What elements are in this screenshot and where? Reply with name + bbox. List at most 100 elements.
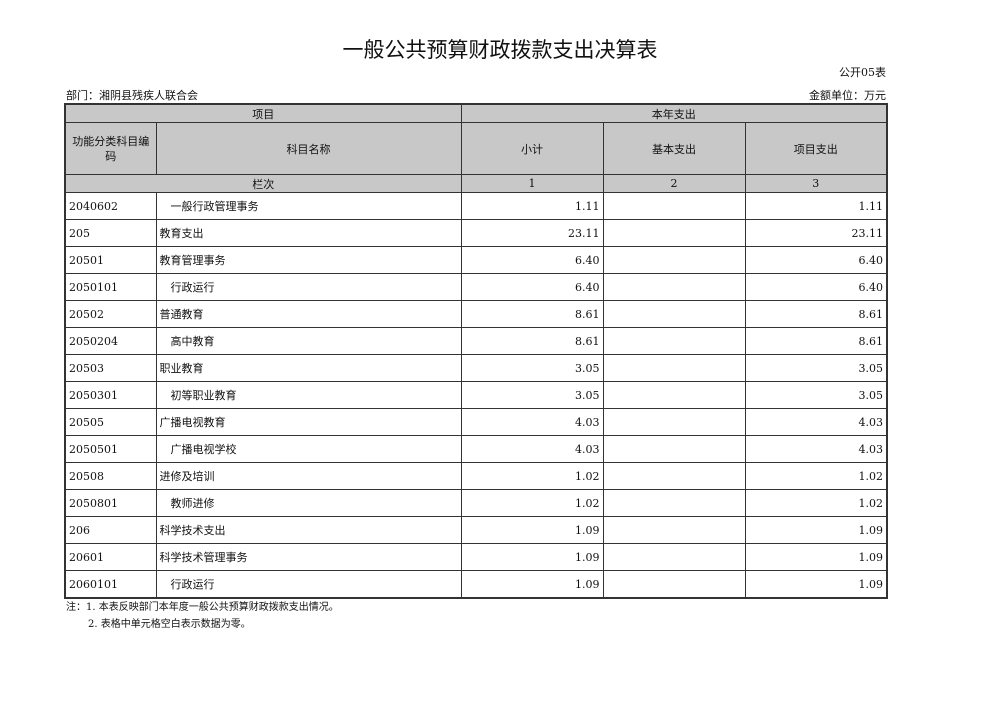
cell-name: 行政运行 <box>155 273 462 301</box>
cell-project: 23.11 <box>744 219 888 247</box>
cell-project: 3.05 <box>744 381 888 409</box>
table-row: 2050301 初等职业教育 3.05 3.05 <box>64 381 888 409</box>
cell-code: 2050501 <box>64 435 157 463</box>
col-index-2: 2 <box>602 174 746 193</box>
cell-basic <box>602 219 746 247</box>
table-row: 2050801 教师进修 1.02 1.02 <box>64 489 888 517</box>
cell-subtotal: 1.09 <box>460 516 604 544</box>
header-column-index: 栏次 <box>64 174 462 193</box>
cell-code: 2050301 <box>64 381 157 409</box>
cell-basic <box>602 543 746 571</box>
cell-name: 一般行政管理事务 <box>155 192 462 220</box>
cell-code: 20508 <box>64 462 157 490</box>
cell-project: 1.09 <box>744 516 888 544</box>
cell-project: 8.61 <box>744 300 888 328</box>
table-row: 20508 进修及培训 1.02 1.02 <box>64 462 888 490</box>
header-current-year: 本年支出 <box>460 103 888 123</box>
cell-project: 4.03 <box>744 435 888 463</box>
cell-basic <box>602 408 746 436</box>
notes: 注：1. 本表反映部门本年度一般公共预算财政拨款支出情况。 2. 表格中单元格空… <box>66 599 339 633</box>
cell-project: 1.11 <box>744 192 888 220</box>
department-label: 部门：湘阴县残疾人联合会 <box>66 89 198 102</box>
table-row: 2050204 高中教育 8.61 8.61 <box>64 327 888 355</box>
cell-code: 20601 <box>64 543 157 571</box>
cell-basic <box>602 462 746 490</box>
header-project-exp: 项目支出 <box>744 122 888 175</box>
cell-code: 2060101 <box>64 570 157 599</box>
cell-basic <box>602 192 746 220</box>
cell-basic <box>602 327 746 355</box>
table-row: 20501 教育管理事务 6.40 6.40 <box>64 246 888 274</box>
cell-name: 初等职业教育 <box>155 381 462 409</box>
cell-code: 205 <box>64 219 157 247</box>
cell-name: 教师进修 <box>155 489 462 517</box>
cell-name: 职业教育 <box>155 354 462 382</box>
cell-basic <box>602 435 746 463</box>
cell-name: 教育管理事务 <box>155 246 462 274</box>
cell-project: 1.02 <box>744 462 888 490</box>
page-title: 一般公共预算财政拨款支出决算表 <box>342 38 658 62</box>
table-row: 20601 科学技术管理事务 1.09 1.09 <box>64 543 888 571</box>
cell-name: 科学技术支出 <box>155 516 462 544</box>
cell-subtotal: 6.40 <box>460 273 604 301</box>
cell-subtotal: 4.03 <box>460 435 604 463</box>
cell-name: 教育支出 <box>155 219 462 247</box>
cell-subtotal: 3.05 <box>460 381 604 409</box>
cell-project: 8.61 <box>744 327 888 355</box>
header-subtotal: 小计 <box>460 122 604 175</box>
cell-basic <box>602 246 746 274</box>
cell-code: 2040602 <box>64 192 157 220</box>
note-2: 2. 表格中单元格空白表示数据为零。 <box>88 619 251 630</box>
cell-name: 进修及培训 <box>155 462 462 490</box>
cell-project: 4.03 <box>744 408 888 436</box>
cell-basic <box>602 354 746 382</box>
col-index-3: 3 <box>744 174 888 193</box>
header-name: 科目名称 <box>155 122 462 175</box>
cell-project: 6.40 <box>744 246 888 274</box>
cell-project: 1.02 <box>744 489 888 517</box>
cell-subtotal: 1.02 <box>460 489 604 517</box>
table-row: 2040602 一般行政管理事务 1.11 1.11 <box>64 192 888 220</box>
table-row: 206 科学技术支出 1.09 1.09 <box>64 516 888 544</box>
table-code: 公开05表 <box>839 66 886 79</box>
cell-code: 20505 <box>64 408 157 436</box>
cell-code: 20503 <box>64 354 157 382</box>
cell-code: 2050101 <box>64 273 157 301</box>
cell-basic <box>602 300 746 328</box>
cell-name: 高中教育 <box>155 327 462 355</box>
table-row: 205 教育支出 23.11 23.11 <box>64 219 888 247</box>
table-row: 20505 广播电视教育 4.03 4.03 <box>64 408 888 436</box>
cell-code: 20502 <box>64 300 157 328</box>
cell-subtotal: 8.61 <box>460 327 604 355</box>
cell-name: 广播电视教育 <box>155 408 462 436</box>
table-row: 20502 普通教育 8.61 8.61 <box>64 300 888 328</box>
cell-subtotal: 3.05 <box>460 354 604 382</box>
cell-basic <box>602 570 746 599</box>
cell-project: 6.40 <box>744 273 888 301</box>
cell-code: 20501 <box>64 246 157 274</box>
unit-label: 金额单位：万元 <box>809 89 886 102</box>
note-1: 注：1. 本表反映部门本年度一般公共预算财政拨款支出情况。 <box>66 602 339 613</box>
expenditure-table: 项目 本年支出 功能分类科目编码 科目名称 小计 基本支出 项目支出 栏次 1 2 3 2040… <box>64 103 889 599</box>
cell-code: 206 <box>64 516 157 544</box>
col-index-1: 1 <box>460 174 604 193</box>
cell-project: 1.09 <box>744 543 888 571</box>
table-row: 2060101 行政运行 1.09 1.09 <box>64 570 888 599</box>
table-row: 2050101 行政运行 6.40 6.40 <box>64 273 888 301</box>
cell-basic <box>602 273 746 301</box>
table-row: 20503 职业教育 3.05 3.05 <box>64 354 888 382</box>
cell-name: 行政运行 <box>155 570 462 599</box>
cell-code: 2050801 <box>64 489 157 517</box>
cell-basic <box>602 516 746 544</box>
header-code: 功能分类科目编码 <box>64 122 157 175</box>
cell-subtotal: 8.61 <box>460 300 604 328</box>
cell-code: 2050204 <box>64 327 157 355</box>
header-project: 项目 <box>64 103 462 123</box>
cell-project: 3.05 <box>744 354 888 382</box>
cell-subtotal: 4.03 <box>460 408 604 436</box>
cell-basic <box>602 489 746 517</box>
cell-name: 普通教育 <box>155 300 462 328</box>
cell-subtotal: 1.09 <box>460 543 604 571</box>
cell-name: 广播电视学校 <box>155 435 462 463</box>
